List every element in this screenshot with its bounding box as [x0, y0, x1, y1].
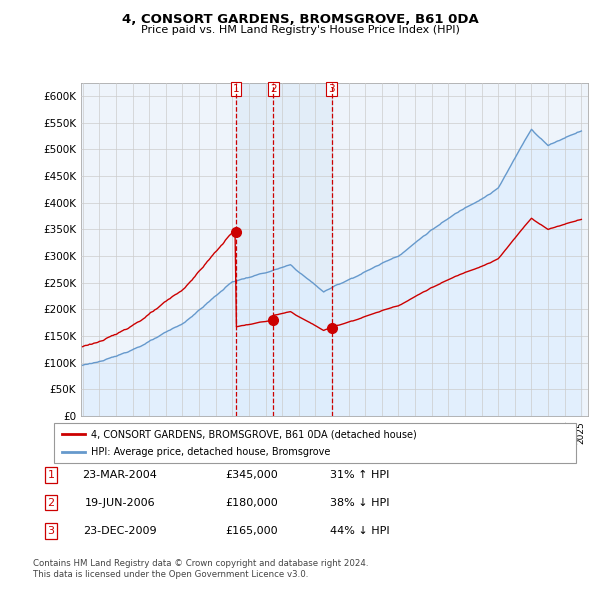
Text: Price paid vs. HM Land Registry's House Price Index (HPI): Price paid vs. HM Land Registry's House … — [140, 25, 460, 35]
Text: 3: 3 — [328, 84, 335, 94]
Text: 2: 2 — [47, 498, 55, 507]
Text: HPI: Average price, detached house, Bromsgrove: HPI: Average price, detached house, Brom… — [91, 447, 330, 457]
Text: 23-DEC-2009: 23-DEC-2009 — [83, 526, 157, 536]
Bar — [236, 83, 332, 416]
Text: £180,000: £180,000 — [226, 498, 278, 507]
Text: 1: 1 — [233, 84, 239, 94]
Text: 23-MAR-2004: 23-MAR-2004 — [83, 470, 157, 480]
Text: £345,000: £345,000 — [226, 470, 278, 480]
Text: 4, CONSORT GARDENS, BROMSGROVE, B61 0DA: 4, CONSORT GARDENS, BROMSGROVE, B61 0DA — [122, 13, 478, 26]
Text: Contains HM Land Registry data © Crown copyright and database right 2024.: Contains HM Land Registry data © Crown c… — [33, 559, 368, 568]
Text: £165,000: £165,000 — [226, 526, 278, 536]
Text: 31% ↑ HPI: 31% ↑ HPI — [331, 470, 389, 480]
Text: 2: 2 — [270, 84, 277, 94]
Text: 3: 3 — [47, 526, 55, 536]
FancyBboxPatch shape — [54, 423, 576, 463]
Text: This data is licensed under the Open Government Licence v3.0.: This data is licensed under the Open Gov… — [33, 571, 308, 579]
Text: 19-JUN-2006: 19-JUN-2006 — [85, 498, 155, 507]
Text: 44% ↓ HPI: 44% ↓ HPI — [330, 526, 390, 536]
Text: 1: 1 — [47, 470, 55, 480]
Text: 38% ↓ HPI: 38% ↓ HPI — [330, 498, 390, 507]
Text: 4, CONSORT GARDENS, BROMSGROVE, B61 0DA (detached house): 4, CONSORT GARDENS, BROMSGROVE, B61 0DA … — [91, 430, 416, 440]
